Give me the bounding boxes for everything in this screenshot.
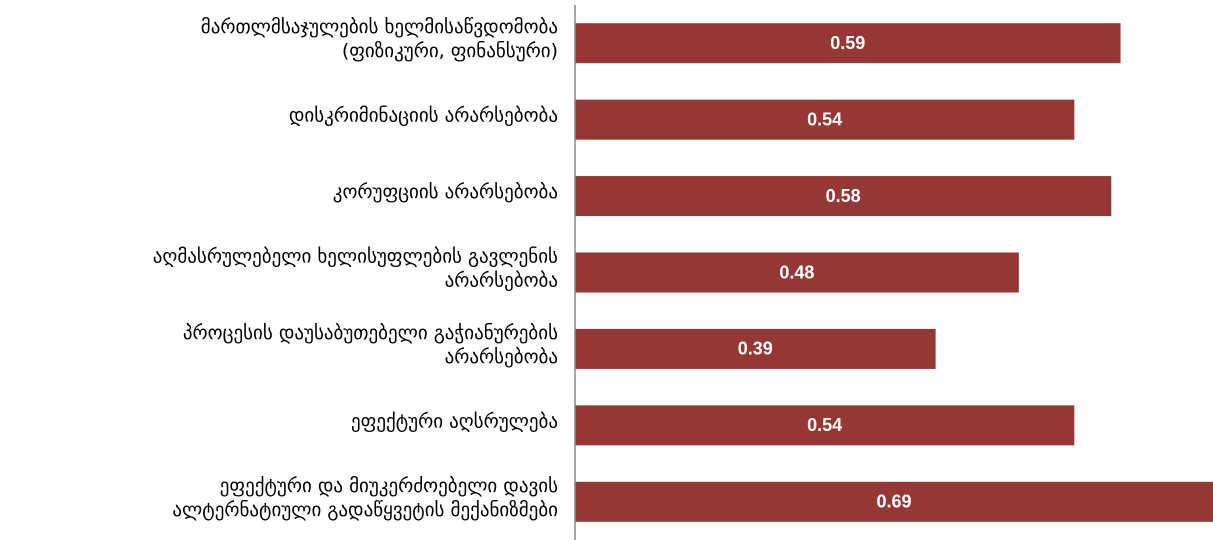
bar <box>575 176 1112 217</box>
category-label: აღმასრულებელი ხელისუფლების გავლენის არარს… <box>153 245 558 291</box>
value-label: 0.59 <box>830 33 865 53</box>
value-label: 0.48 <box>779 262 814 282</box>
category-label-line: ეფექტური აღსრულება <box>351 410 558 432</box>
category-label-line: მართლმსაჯულების ხელმისაწვდომობა <box>201 16 558 38</box>
value-label: 0.69 <box>876 492 911 512</box>
bar <box>575 99 1075 140</box>
bar <box>575 481 1213 522</box>
value-label: 0.54 <box>807 109 842 129</box>
bar <box>575 328 936 369</box>
category-label-line: დისკრიმინაციის არარსებობა <box>289 104 558 126</box>
category-label-line: ეფექტური და მიუკერძოებელი დავის <box>220 474 558 496</box>
category-label-line: ალტერნატიული გადაწყვეტის მექანიზმები <box>172 498 558 520</box>
bar <box>575 23 1121 64</box>
value-label: 0.58 <box>826 186 861 206</box>
category-label-line: არარსებობა <box>445 269 558 291</box>
category-label-line: აღმასრულებელი ხელისუფლების გავლენის <box>153 245 558 267</box>
category-label: პროცესის დაუსაბუთებელი გაჭიანურების არარს… <box>183 321 558 367</box>
category-label: მართლმსაჯულების ხელმისაწვდომობა (ფიზიკური… <box>201 16 558 62</box>
category-label: კორუფციის არარსებობა <box>333 181 558 203</box>
category-label: დისკრიმინაციის არარსებობა <box>289 104 558 126</box>
bar <box>575 405 1075 446</box>
category-label-line: არარსებობა <box>445 345 558 367</box>
bar <box>575 252 1019 293</box>
category-label: ეფექტური და მიუკერძოებელი დავის ალტერნატი… <box>172 474 558 520</box>
category-label-line: კორუფციის არარსებობა <box>333 181 558 203</box>
value-label: 0.54 <box>807 415 842 435</box>
category-label: ეფექტური აღსრულება <box>351 410 558 432</box>
category-label-line: პროცესის დაუსაბუთებელი გაჭიანურების <box>183 321 558 343</box>
value-label: 0.39 <box>738 339 773 359</box>
category-label-line: (ფიზიკური, ფინანსური) <box>342 40 558 62</box>
